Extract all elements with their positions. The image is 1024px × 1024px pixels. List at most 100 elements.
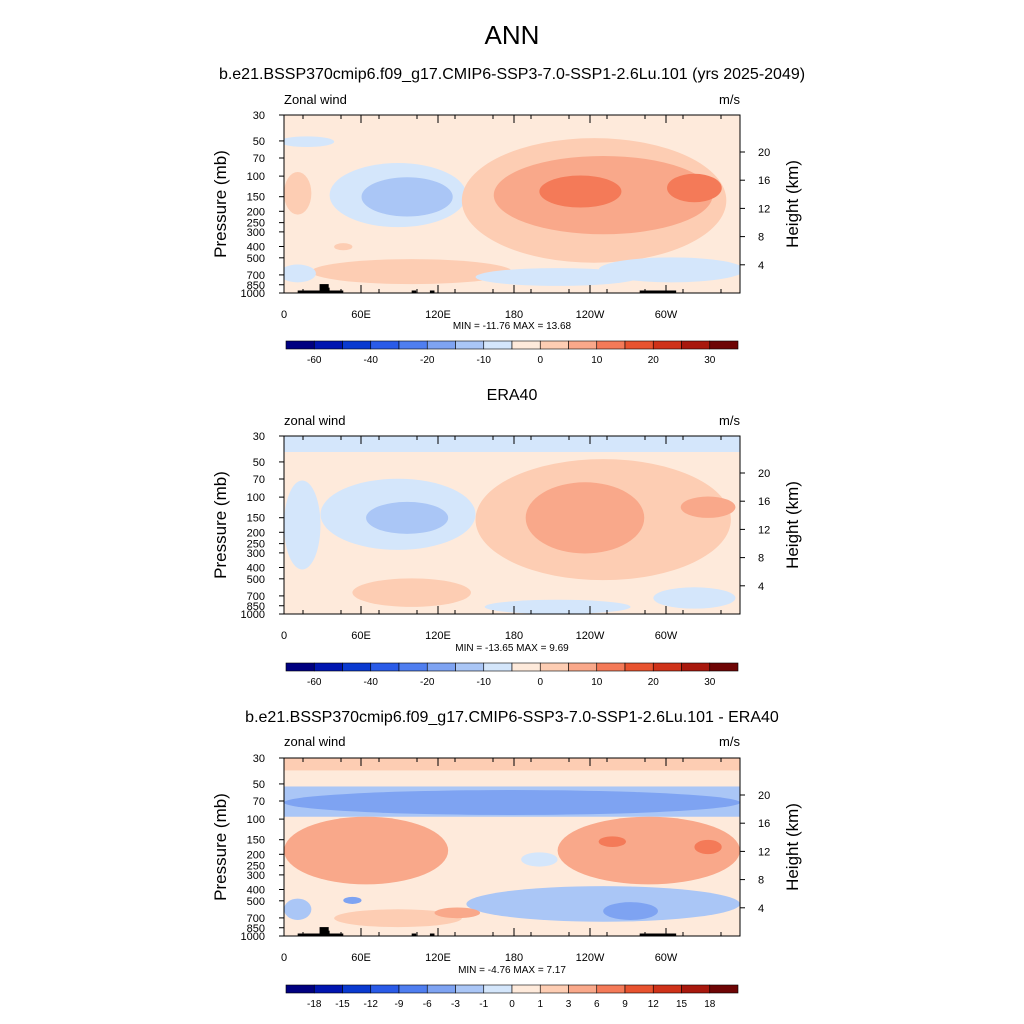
x-tick-label: 120W [576,952,605,964]
colorbar-swatch [398,984,428,994]
y2-tick-label: 4 [758,581,764,593]
field-contour [284,264,316,283]
y-tick-label: 700 [247,591,265,603]
field-contour [539,175,622,208]
colorbar-swatch [568,340,598,350]
x-tick-label: 60W [655,952,678,964]
topography-mask [411,290,417,293]
y2-tick-label: 4 [758,260,764,272]
x-tick-label: 120E [425,630,451,642]
colorbar: -60 -40 -20 -10 0 10 20 30 [285,340,739,366]
field-band [284,436,740,453]
colorbar-swatch [313,340,343,350]
colorbar-label: -60 [307,355,322,366]
min-max-stats: MIN = -13.65 MAX = 9.69 [455,643,569,654]
field-contour [334,909,462,928]
colorbar-label: -9 [395,999,404,1010]
field-contour [284,171,312,215]
colorbar-swatch [681,662,711,672]
y-tick-label: 500 [247,896,265,908]
colorbar-label: -20 [420,677,435,688]
y-tick-label: 850 [247,601,265,613]
colorbar-label: 0 [509,999,515,1010]
colorbar-swatch [511,340,541,350]
colorbar-label: -20 [420,355,435,366]
x-tick-label: 120E [425,309,451,321]
y2-tick-label: 16 [758,818,770,830]
colorbar-swatch [539,662,569,672]
field-contour [475,268,640,286]
colorbar-label: -3 [451,999,460,1010]
y-tick-label: 70 [253,153,265,165]
field-contour [653,587,736,609]
y-tick-label: 100 [247,814,265,826]
topography-mask [639,933,677,936]
colorbar-label: -1 [479,999,488,1010]
colorbar-swatch [455,340,485,350]
colorbar-label: 30 [704,355,716,366]
colorbar-swatch [285,662,315,672]
colorbar-label: 1 [537,999,543,1010]
colorbar-swatch [313,662,343,672]
colorbar-label: -6 [423,999,432,1010]
y-tick-label: 70 [253,474,265,486]
y2-tick-label: 20 [758,147,770,159]
x-tick-label: 0 [281,309,287,321]
y-tick-label: 150 [247,513,265,525]
topography-mask [429,933,435,936]
field-contour [343,896,362,904]
x-tick-label: 60E [351,309,371,321]
colorbar-swatch [285,340,315,350]
field-label: Zonal wind [284,92,347,107]
topography-mask [411,933,417,936]
colorbar-swatch [568,662,598,672]
topography-mask [639,290,677,293]
field-contour [361,177,453,217]
min-max-stats: MIN = -11.76 MAX = 13.68 [453,321,572,332]
y2-tick-label: 16 [758,175,770,187]
chart-panel-obs: ERA40 zonal wind m/s 0 60E 120E 180 120W 60W 3… [211,387,802,688]
field-contour [603,902,658,920]
y-tick-label: 700 [247,913,265,925]
colorbar-label: 9 [622,999,628,1010]
colorbar-swatch [398,340,428,350]
panel-title: b.e21.BSSP370cmip6.f09_g17.CMIP6-SSP3-7.… [219,66,805,83]
y2-tick-label: 8 [758,553,764,565]
y-tick-label: 30 [253,753,265,765]
y-tick-label: 30 [253,110,265,122]
field-band [284,770,740,787]
colorbar-label: -60 [307,677,322,688]
colorbar-swatch [624,984,654,994]
topography-mask [429,290,435,293]
y-axis-label: Pressure (mb) [211,793,230,901]
unit-label: m/s [719,413,740,428]
main-title: ANN [484,20,540,50]
colorbar-swatch [426,984,456,994]
field-contour [284,136,335,148]
chart-panel-diff: b.e21.BSSP370cmip6.f09_g17.CMIP6-SSP3-7.… [211,709,802,1010]
colorbar-swatch [596,340,626,350]
y2-tick-label: 20 [758,468,770,480]
colorbar-swatch [568,984,598,994]
field-band [284,758,740,771]
y2-tick-label: 12 [758,203,770,215]
x-tick-label: 0 [281,630,287,642]
colorbar-label: 12 [648,999,660,1010]
field-contour [366,501,449,534]
y-tick-label: 150 [247,835,265,847]
y-tick-label: 250 [247,218,265,230]
y-axis-label: Pressure (mb) [211,150,230,258]
field-contour [525,482,645,554]
x-tick-label: 180 [505,952,523,964]
panel-title: b.e21.BSSP370cmip6.f09_g17.CMIP6-SSP3-7.… [245,709,779,726]
colorbar-swatch [313,984,343,994]
min-max-stats: MIN = -4.76 MAX = 7.17 [458,965,566,976]
x-tick-label: 120W [576,630,605,642]
field-contour [434,907,481,919]
unit-label: m/s [719,92,740,107]
colorbar-swatch [681,340,711,350]
colorbar-label: 10 [591,677,603,688]
y-tick-label: 150 [247,192,265,204]
x-tick-label: 180 [505,630,523,642]
